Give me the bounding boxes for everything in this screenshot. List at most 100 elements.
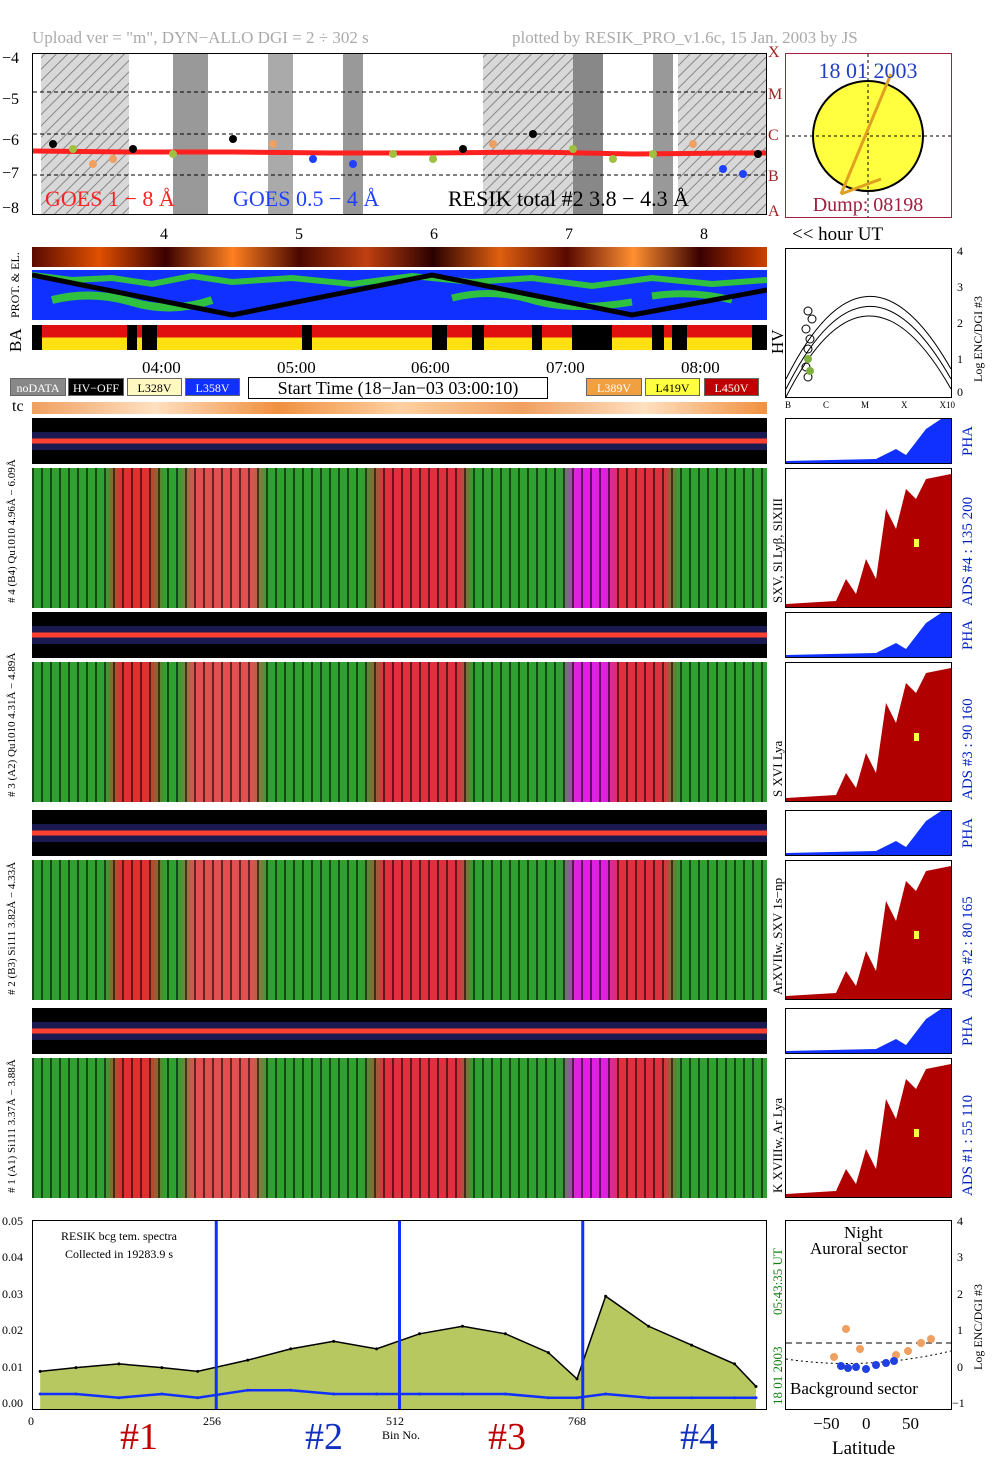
resik-dot (69, 145, 77, 153)
channel-line-label: K XVIIIw, Ar Lya (770, 1097, 785, 1193)
resik-dot (719, 165, 727, 173)
tc-label: tc (12, 398, 24, 415)
resik-dot (649, 150, 657, 158)
series-1-point (418, 1332, 422, 1336)
channel-mark-3: #3 (488, 1416, 526, 1458)
series-1-point (604, 1294, 608, 1298)
series-2-point (546, 1396, 550, 1400)
resik-dot (349, 160, 357, 168)
resik-dot (489, 140, 497, 148)
series-1-point (375, 1347, 379, 1351)
pha-label: PHA (960, 619, 976, 650)
series-2-point (418, 1392, 422, 1396)
lat-ytick: 4 (957, 1214, 963, 1228)
header-upload-info: Upload ver = "m", DYN−ALLO DGI = 2 ÷ 302… (32, 28, 369, 47)
series-1-point (246, 1358, 250, 1362)
channel-label: # 2 (B3) Si111 3.82Å − 4.33Å (6, 861, 18, 995)
spectrum-note-2: Collected in 19283.9 s (65, 1247, 173, 1261)
hour-tick: 5 (295, 226, 303, 243)
resik-dot (609, 155, 617, 163)
spec-ytick: 0.00 (2, 1396, 23, 1410)
spec-ytick: 0.01 (2, 1360, 23, 1374)
ads-label: ADS #1 : 55 110 (960, 1094, 976, 1196)
channel-label: # 1 (A1) Si111 3.37Å − 3.88Å (6, 1059, 18, 1193)
ads-label: ADS #4 : 135 200 (960, 496, 976, 606)
series-2-point (332, 1392, 336, 1396)
ads-histogram (785, 860, 952, 1000)
spec-xlabel: Bin No. (382, 1428, 421, 1442)
series-2-point (575, 1396, 579, 1400)
sun-disk-plot: 18 01 2003 Dump: 08198 (786, 54, 951, 217)
spec-xtick: 512 (386, 1414, 404, 1428)
time-tick: 04:00 (142, 358, 181, 377)
spectrum-note-1: RESIK bcg tem. spectra (61, 1229, 177, 1243)
resik-dot (269, 140, 277, 148)
channel-line-label: SXV, Sl Lyβ, SlXIII (770, 498, 785, 603)
goes-ytick: −4 (2, 50, 20, 67)
latitude-panel: Night Auroral sector Background sector (785, 1220, 952, 1410)
series-2-point (160, 1392, 164, 1396)
spec-ytick: 0.02 (2, 1323, 23, 1337)
pha-label: PHA (960, 817, 976, 848)
series-2-point (754, 1396, 758, 1400)
resik-dot (49, 140, 57, 148)
series-1-point (332, 1339, 336, 1343)
channel-label: # 3 (A2) Qu1010 4.31Å − 4.89Å (6, 652, 18, 797)
resik-dot (739, 170, 747, 178)
pha-histogram (785, 612, 952, 658)
series-2-point (503, 1392, 507, 1396)
resik-dot (459, 145, 467, 153)
series-2-point (604, 1392, 608, 1396)
pha-histogram (785, 1008, 952, 1054)
channel-mark-2: #2 (305, 1416, 343, 1458)
resik-dot (309, 155, 317, 163)
goes-ytick: −8 (2, 200, 20, 217)
resik-dot (109, 155, 117, 163)
spectrum-date: 18 01 2003 (770, 1346, 785, 1406)
start-time-label: Start Time (18−Jan−03 03:00:10) (248, 377, 548, 399)
goes-ytick: −6 (2, 132, 20, 149)
legend-nodata: noDATA (10, 378, 66, 396)
legend-l328v: L328V (127, 378, 182, 396)
pha-histogram (785, 810, 952, 856)
enc-ytick: 0 (957, 385, 963, 399)
goes-1-8-curve (33, 148, 766, 157)
pha-strip (32, 612, 767, 658)
series-2-point (690, 1396, 694, 1400)
orbit-arrow (839, 73, 893, 195)
enc-xtick: X (901, 400, 908, 410)
channel-line-label: ArXVIIw, SXV 1s−np (770, 877, 785, 995)
lat-xtick: −50 (813, 1414, 840, 1433)
spec-ytick: 0.05 (2, 1214, 23, 1228)
pha-strip (32, 810, 767, 856)
series-1-point (690, 1343, 694, 1347)
series-2-point (647, 1396, 651, 1400)
series-2-point (289, 1388, 293, 1392)
background-label: Background sector (790, 1379, 918, 1398)
lat-xtick: 50 (902, 1414, 919, 1433)
series-1-point (754, 1384, 758, 1388)
hv-status-strip (32, 325, 767, 350)
enc-xtick: B (785, 400, 792, 410)
resik-dot (529, 130, 537, 138)
enc-ytick: 3 (957, 280, 963, 294)
ba-label: BA (6, 328, 25, 352)
resik-dot (169, 150, 177, 158)
legend-l389v: L389V (586, 378, 642, 396)
hour-tick: 7 (565, 226, 573, 243)
lat-ytick: 1 (957, 1323, 963, 1337)
resik-dot (569, 145, 577, 153)
series-1-point (160, 1366, 164, 1370)
lat-xtick: 0 (862, 1414, 871, 1433)
hour-tick: 6 (430, 226, 438, 243)
goes-ytick: −5 (2, 91, 20, 108)
spec-xtick: 0 (28, 1414, 34, 1428)
channel-label: # 4 (B4) Qu1010 4.96Å − 6.09Å (6, 459, 18, 603)
pha-histogram (785, 418, 952, 464)
enc-ytick: 4 (957, 244, 963, 258)
series-1-point (575, 1377, 579, 1381)
class-c-label: C (768, 127, 779, 144)
pha-strip (32, 418, 767, 464)
channel-spectrogram (32, 860, 767, 1000)
series-1-point (38, 1369, 42, 1373)
